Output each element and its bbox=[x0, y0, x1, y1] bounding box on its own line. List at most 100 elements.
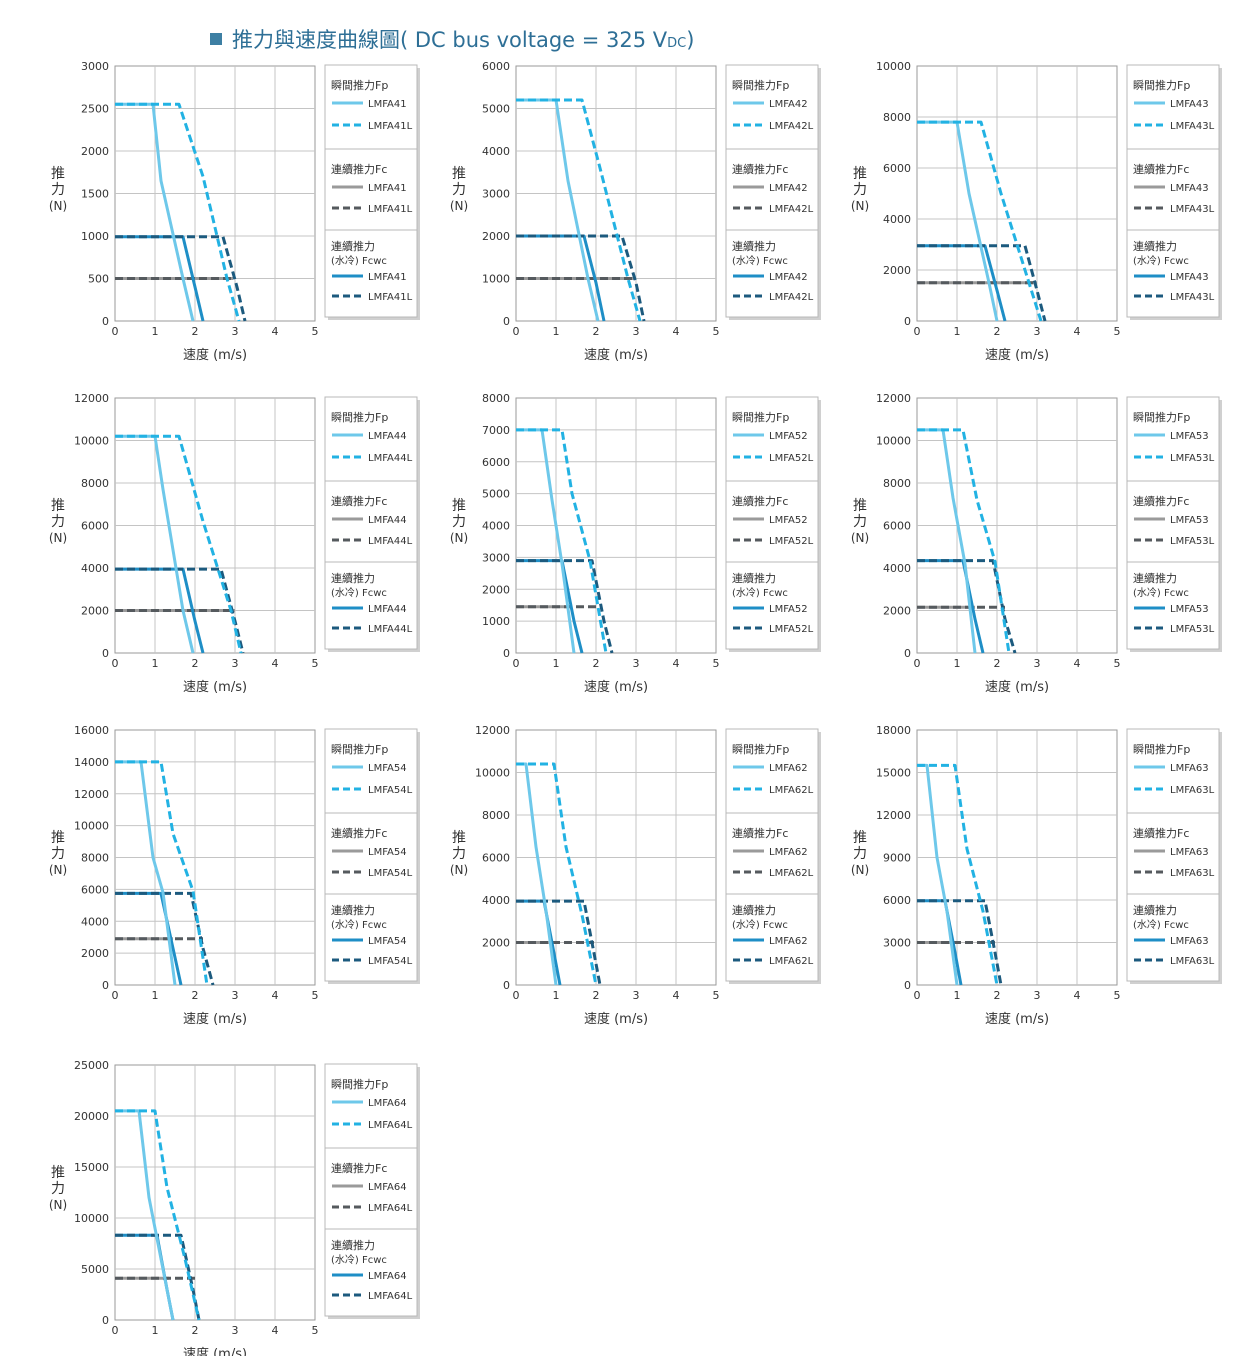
y-tick-label: 1000 bbox=[482, 273, 510, 286]
y-tick-label: 15000 bbox=[876, 767, 911, 780]
series-line-fcwc-lmfa41 bbox=[115, 235, 205, 322]
legend-label: LMFA53L bbox=[1170, 624, 1215, 635]
x-tick-label: 5 bbox=[1114, 325, 1121, 338]
chart-3: 0 1 2 3 4 5 0 2000 4000 6000 8000 10000 速度 (m/s) 推力(N… bbox=[851, 60, 1222, 363]
legend-label: LMFA42 bbox=[769, 99, 808, 110]
y-tick-label: 8000 bbox=[883, 111, 911, 124]
legend-label: LMFA43L bbox=[1170, 204, 1215, 215]
legend-label: LMFA42L bbox=[769, 121, 814, 132]
legend-label: LMFA42 bbox=[769, 272, 808, 283]
legend-group-fcwc-sub: (水冷) Fcwc bbox=[331, 918, 387, 931]
y-axis-label-2: 力 bbox=[853, 514, 867, 530]
legend-label: LMFA64L bbox=[368, 1120, 413, 1131]
series-line-fcwc-lmfa41l bbox=[115, 235, 247, 322]
y-tick-label: 4000 bbox=[482, 520, 510, 533]
legend-label: LMFA63L bbox=[1170, 785, 1215, 796]
x-tick-label: 2 bbox=[994, 989, 1001, 1002]
x-tick-label: 3 bbox=[633, 325, 640, 338]
series-line-fp-lmfa52l bbox=[516, 428, 608, 654]
legend-group-fcwc-sub: (水冷) Fcwc bbox=[331, 586, 387, 599]
legend-group-fcwc: 連續推力 bbox=[331, 571, 375, 585]
y-tick-label: 8000 bbox=[482, 809, 510, 822]
y-tick-label: 0 bbox=[503, 979, 510, 992]
y-tick-label: 10000 bbox=[74, 820, 109, 833]
y-tick-label: 6000 bbox=[482, 852, 510, 865]
y-tick-label: 10000 bbox=[876, 60, 911, 73]
x-tick-label: 5 bbox=[713, 325, 720, 338]
legend-label: LMFA41L bbox=[368, 204, 413, 215]
series-line-fp-lmfa54l bbox=[115, 760, 209, 986]
x-tick-label: 5 bbox=[713, 657, 720, 670]
series-line-fcwc-lmfa44 bbox=[115, 567, 205, 654]
legend-group-fcwc: 連續推力 bbox=[732, 239, 776, 253]
y-tick-label: 9000 bbox=[883, 852, 911, 865]
y-tick-label: 0 bbox=[102, 979, 109, 992]
x-tick-label: 2 bbox=[192, 657, 199, 670]
x-tick-label: 4 bbox=[1074, 657, 1081, 670]
legend-group-fc: 連續推力Fc bbox=[331, 1161, 387, 1175]
y-tick-label: 12000 bbox=[876, 392, 911, 405]
legend-label: LMFA52 bbox=[769, 604, 808, 615]
y-tick-label: 4000 bbox=[482, 145, 510, 158]
legend-label: LMFA63L bbox=[1170, 868, 1215, 879]
x-axis-label: 速度 (m/s) bbox=[985, 347, 1049, 363]
x-tick-label: 1 bbox=[954, 657, 961, 670]
legend-label: LMFA64L bbox=[368, 1291, 413, 1302]
y-tick-label: 10000 bbox=[475, 767, 510, 780]
legend-label: LMFA52L bbox=[769, 453, 814, 464]
y-tick-label: 4000 bbox=[883, 562, 911, 575]
x-tick-label: 5 bbox=[312, 989, 319, 1002]
legend-label: LMFA62L bbox=[769, 868, 814, 879]
series-line-fcwc-lmfa52 bbox=[516, 559, 584, 654]
legend-label: LMFA52 bbox=[769, 515, 808, 526]
y-tick-label: 14000 bbox=[74, 756, 109, 769]
legend-label: LMFA64 bbox=[368, 1098, 407, 1109]
y-axis-label-1: 推 bbox=[853, 830, 867, 846]
y-tick-label: 12000 bbox=[876, 809, 911, 822]
y-tick-label: 2000 bbox=[883, 264, 911, 277]
series-line-fcwc-lmfa42l bbox=[516, 234, 646, 322]
y-tick-label: 0 bbox=[503, 647, 510, 660]
y-tick-label: 12000 bbox=[74, 392, 109, 405]
series-line-fcwc-lmfa52l bbox=[516, 559, 614, 654]
y-tick-label: 2000 bbox=[482, 230, 510, 243]
x-tick-label: 2 bbox=[994, 325, 1001, 338]
y-tick-label: 8000 bbox=[883, 477, 911, 490]
legend-group-fp: 瞬間推力Fp bbox=[1133, 410, 1190, 424]
legend-group-fcwc: 連續推力 bbox=[331, 1238, 375, 1252]
legend-label: LMFA53L bbox=[1170, 453, 1215, 464]
y-tick-label: 5000 bbox=[482, 103, 510, 116]
y-tick-label: 15000 bbox=[74, 1161, 109, 1174]
y-axis-label-2: 力 bbox=[51, 182, 65, 198]
x-tick-label: 2 bbox=[994, 657, 1001, 670]
chart-6: 0 1 2 3 4 5 0 2000 4000 6000 8000 10000 12000 速度 (m/s… bbox=[851, 392, 1222, 695]
legend-group-fcwc-sub: (水冷) Fcwc bbox=[732, 918, 788, 931]
y-tick-label: 0 bbox=[503, 315, 510, 328]
legend-label: LMFA62 bbox=[769, 847, 808, 858]
x-tick-label: 5 bbox=[312, 657, 319, 670]
series-line-fcwc-lmfa54l bbox=[115, 891, 215, 986]
y-tick-label: 6000 bbox=[81, 883, 109, 896]
legend-group-fc: 連續推力Fc bbox=[1133, 494, 1189, 508]
legend-group-fp: 瞬間推力Fp bbox=[331, 742, 388, 756]
x-tick-label: 5 bbox=[312, 1324, 319, 1337]
y-tick-label: 1500 bbox=[81, 188, 109, 201]
x-tick-label: 3 bbox=[232, 989, 239, 1002]
legend-label: LMFA42L bbox=[769, 204, 814, 215]
series-line-fp-lmfa42l bbox=[516, 98, 642, 322]
y-axis-label-3: (N) bbox=[49, 1198, 67, 1212]
y-tick-label: 8000 bbox=[482, 392, 510, 405]
legend-label: LMFA64 bbox=[368, 1182, 407, 1193]
x-tick-label: 3 bbox=[232, 1324, 239, 1337]
y-tick-label: 10000 bbox=[74, 1212, 109, 1225]
plot-frame bbox=[916, 65, 1118, 322]
legend-label: LMFA54L bbox=[368, 785, 413, 796]
y-tick-label: 2000 bbox=[482, 937, 510, 950]
legend-label: LMFA43 bbox=[1170, 272, 1209, 283]
x-axis-label: 速度 (m/s) bbox=[183, 347, 247, 363]
y-axis-label-3: (N) bbox=[851, 199, 869, 213]
legend-group-fc: 連續推力Fc bbox=[331, 162, 387, 176]
legend-group-fp: 瞬間推力Fp bbox=[732, 410, 789, 424]
y-axis-label-1: 推 bbox=[51, 1165, 65, 1181]
x-tick-label: 2 bbox=[192, 325, 199, 338]
